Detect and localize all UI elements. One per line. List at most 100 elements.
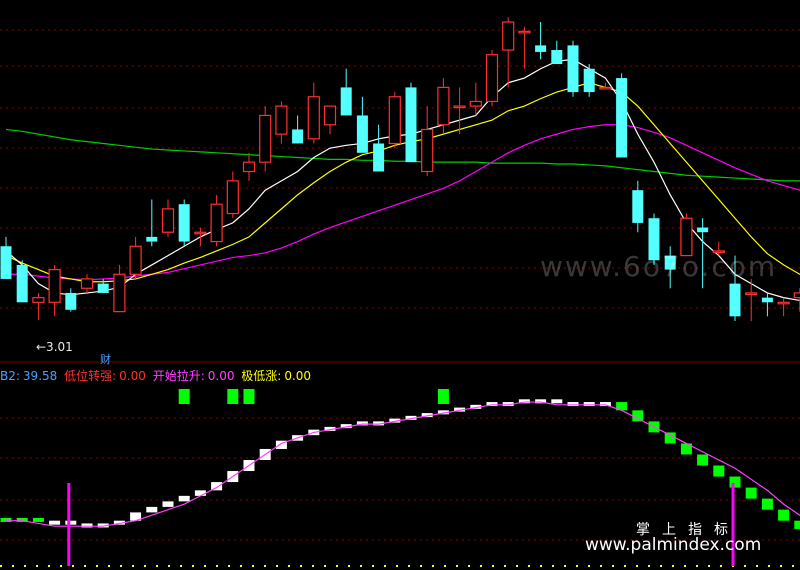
candle-body-down [373, 143, 385, 172]
candle-body-down [761, 297, 773, 303]
candle-body-up [161, 208, 175, 233]
candle-body-up [113, 273, 126, 313]
indicator-bar-up [567, 402, 579, 407]
candle-body-up [242, 161, 256, 173]
candle-body-up [275, 105, 288, 135]
signal-box [178, 389, 190, 404]
candle-body-up [388, 96, 401, 145]
candle-body-up [80, 278, 94, 289]
candle-body-down [535, 45, 547, 52]
indicator-bar-up [551, 399, 563, 404]
indicator-bar-up [405, 415, 417, 420]
candle-body-down [178, 204, 190, 242]
legend-item1-value: 0.00 [119, 369, 146, 383]
indicator-bar-up [421, 413, 433, 418]
candle-body-down [664, 255, 676, 270]
candle-body-up [307, 96, 320, 140]
candle-body-up [437, 86, 450, 126]
indicator-bar-up [518, 399, 530, 404]
candle-body-down [16, 264, 28, 303]
candle-body-up [518, 30, 531, 34]
indicator-bar-up [97, 523, 109, 528]
indicator-bar-up [373, 421, 385, 426]
candle-body-up [599, 86, 612, 90]
indicator-bar-down [729, 476, 741, 488]
candle-body-up [226, 180, 239, 215]
low-price-label: ←3.01 [36, 340, 73, 354]
candle-body-down [65, 292, 77, 310]
candle-body-down [146, 236, 158, 242]
legend-item1-label: 低位转强: [64, 369, 117, 383]
watermark-faint: www.6o7o.com [540, 250, 778, 283]
candle-body-up [129, 245, 142, 275]
legend-item2-label: 开始拉升: [152, 369, 205, 383]
candle-body-up [793, 292, 800, 299]
signal-box [437, 389, 449, 404]
candle-body-down [583, 68, 595, 93]
ma-yellow-line [5, 82, 800, 283]
indicator-bar-down [778, 509, 790, 521]
indicator-bar-up [211, 482, 223, 491]
indicator-bar-up [470, 404, 482, 409]
candle-body-down [632, 190, 644, 223]
candle-body-down [697, 227, 709, 233]
candle-body-down [405, 87, 417, 163]
indicator-bar-up [356, 421, 368, 426]
candle-body-up [259, 114, 272, 163]
indicator-bar-up [324, 426, 336, 431]
ma-magenta-line [6, 124, 800, 281]
candle-body-up [48, 269, 61, 303]
candle-body-down [356, 115, 368, 153]
candle-body-up [502, 21, 515, 51]
indicator-bar-up [81, 523, 93, 528]
indicator-bar-down [32, 517, 44, 522]
candle-body-up [745, 292, 758, 296]
candle-body-up [469, 100, 482, 107]
cai-marker: 财 [100, 353, 111, 366]
candle-body-down [648, 218, 660, 261]
indicator-bar-down [761, 498, 773, 510]
candle-body-up [32, 297, 45, 303]
ma-green-line [5, 128, 800, 182]
ma-white-line [5, 58, 800, 302]
candle-body-down [729, 283, 741, 317]
indicator-bar-up [49, 520, 61, 525]
candle-body-down [551, 50, 563, 65]
indicator-line [6, 401, 800, 527]
legend-item2-value: 0.00 [207, 369, 235, 383]
indicator-bar-up [194, 490, 206, 496]
candle-body-up [680, 217, 693, 257]
indicator-bar-up [486, 402, 498, 407]
indicator-bar-up [599, 402, 611, 407]
indicator-bar-down [16, 517, 28, 522]
legend-b2-label: B2: [0, 369, 20, 383]
candle-body-up [421, 128, 434, 173]
indicator-legend: B2: 39.58 低位转强: 0.00 开始拉升: 0.00 极低涨: 0.00 [0, 367, 314, 384]
watermark-brand: 掌上指标 [636, 522, 740, 538]
candle-body-up [712, 250, 725, 254]
candle-body-down [567, 45, 579, 93]
legend-item3-label: 极低涨: [241, 369, 282, 383]
signal-box [243, 389, 255, 404]
indicator-bar-up [162, 501, 174, 507]
candle-body-up [323, 105, 337, 126]
legend-item3-value: 0.00 [284, 369, 312, 383]
watermark-site: www.palmindex.com [585, 535, 762, 555]
indicator-bar-up [389, 418, 401, 423]
candle-body-up [777, 301, 790, 305]
indicator-bar-up [454, 407, 466, 412]
indicator-bar-up [340, 424, 352, 429]
candle-body-up [453, 105, 466, 109]
indicator-bar-down [697, 454, 709, 466]
candle-body-down [0, 246, 12, 279]
indicator-bar-up [65, 520, 77, 525]
indicator-bar-up [535, 399, 547, 404]
candle-body-down [292, 129, 304, 144]
candle-body-down [97, 283, 109, 293]
candle-body-up [210, 203, 223, 243]
indicator-bar-down [794, 520, 800, 529]
candle-body-down [616, 78, 628, 158]
indicator-bar-down [0, 517, 12, 522]
